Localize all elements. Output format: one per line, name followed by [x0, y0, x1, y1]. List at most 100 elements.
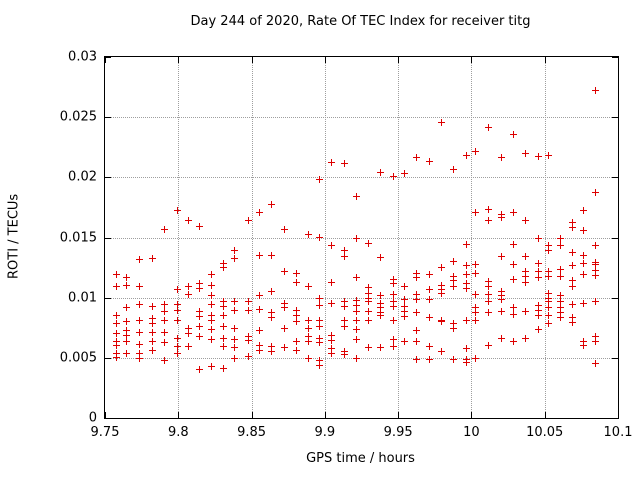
data-point [389, 291, 397, 299]
data-point [545, 320, 553, 328]
data-point [545, 290, 553, 298]
data-point [568, 282, 576, 290]
data-point [485, 309, 493, 317]
data-point [268, 309, 276, 317]
data-point [449, 282, 457, 290]
data-point [534, 234, 542, 242]
data-point [498, 154, 506, 162]
y-gridline [105, 177, 618, 179]
data-point [592, 188, 599, 196]
data-point [112, 320, 120, 328]
data-point [196, 285, 204, 293]
data-point [293, 306, 300, 314]
data-point [293, 311, 300, 319]
data-point [207, 326, 215, 334]
data-point [438, 263, 446, 271]
data-point [341, 246, 349, 254]
data-point [207, 281, 215, 289]
data-point [364, 239, 372, 247]
data-point [328, 158, 336, 166]
x-tick-mark-bottom [471, 412, 473, 418]
data-point [256, 305, 264, 313]
data-point [136, 300, 144, 308]
x-tick-mark-bottom [105, 412, 106, 418]
data-point [449, 273, 457, 281]
data-point [401, 312, 409, 320]
x-tick-mark-top [251, 57, 253, 63]
data-point [196, 333, 204, 341]
data-point [364, 308, 372, 316]
data-point [122, 327, 130, 335]
data-point [438, 347, 446, 355]
data-point [174, 300, 182, 308]
data-point [449, 166, 457, 174]
data-point [149, 328, 157, 336]
data-point [112, 311, 120, 319]
data-point [174, 207, 182, 215]
data-point [112, 338, 120, 346]
data-point [353, 326, 361, 334]
data-point [534, 274, 542, 282]
x-tick-label: 10.05 [526, 425, 564, 440]
data-point [485, 341, 493, 349]
x-tick-label: 9.9 [314, 425, 336, 440]
data-point [149, 303, 157, 311]
data-point [364, 294, 372, 302]
data-point [413, 269, 421, 277]
data-point [389, 335, 397, 343]
data-point [438, 281, 446, 289]
data-point [161, 328, 169, 336]
data-point [471, 269, 479, 277]
data-point [471, 291, 479, 299]
data-point [136, 256, 144, 264]
data-point [268, 251, 276, 259]
data-point [568, 314, 576, 322]
data-point [136, 328, 144, 336]
data-point [463, 240, 471, 248]
data-point [304, 355, 312, 363]
data-point [316, 316, 324, 324]
data-point [438, 286, 446, 294]
data-point [293, 269, 300, 277]
data-point [545, 241, 553, 249]
data-point [219, 343, 227, 350]
data-point [353, 335, 361, 343]
data-point [498, 296, 506, 304]
data-point [534, 152, 542, 160]
data-point [219, 311, 227, 319]
data-point [316, 334, 324, 342]
y-gridline [105, 357, 618, 359]
data-point [592, 359, 599, 367]
data-point [534, 259, 542, 267]
data-point [471, 316, 479, 324]
data-point [281, 268, 289, 276]
data-point [174, 306, 182, 314]
y-tick-mark-right [612, 117, 618, 119]
data-point [449, 356, 457, 364]
data-point [353, 308, 361, 316]
data-point [304, 338, 312, 346]
data-point [244, 306, 252, 314]
data-point [231, 324, 239, 332]
y-tick-label: 0.025 [59, 109, 97, 125]
data-point [463, 358, 471, 366]
data-point [498, 292, 506, 300]
data-point [341, 298, 349, 306]
data-point [281, 324, 289, 332]
data-point [592, 272, 599, 279]
data-point [244, 298, 252, 306]
data-point [219, 364, 227, 372]
data-point [328, 299, 336, 307]
data-point [256, 251, 264, 259]
data-point [426, 343, 434, 350]
data-point [341, 252, 349, 260]
y-tick-mark-right [612, 177, 618, 179]
data-point [485, 278, 493, 286]
data-point [149, 255, 157, 263]
data-point [207, 270, 215, 278]
data-point [521, 268, 529, 276]
data-point [341, 322, 349, 330]
y-tick-label: 0.03 [68, 49, 97, 65]
x-tick-mark-bottom [618, 412, 619, 418]
